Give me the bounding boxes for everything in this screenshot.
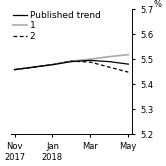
2 <box>51 64 53 66</box>
Published trend <box>51 64 53 66</box>
Published trend <box>13 69 15 71</box>
Legend: Published trend, 1, 2: Published trend, 1, 2 <box>12 10 101 42</box>
2 <box>33 66 35 68</box>
1 <box>127 54 129 56</box>
1 <box>108 56 110 58</box>
Published trend <box>108 61 110 63</box>
1 <box>33 66 35 68</box>
2 <box>70 60 72 62</box>
Published trend <box>70 61 72 63</box>
2 <box>89 61 91 63</box>
Line: 1: 1 <box>14 55 128 70</box>
2 <box>127 71 129 73</box>
Line: Published trend: Published trend <box>14 60 128 70</box>
Published trend <box>127 63 129 65</box>
1 <box>13 69 15 71</box>
1 <box>51 64 53 66</box>
Published trend <box>89 59 91 61</box>
1 <box>70 60 72 62</box>
2 <box>13 69 15 71</box>
Line: 2: 2 <box>14 61 128 72</box>
1 <box>89 58 91 60</box>
Published trend <box>33 66 35 68</box>
2 <box>108 66 110 68</box>
Y-axis label: %: % <box>154 0 162 9</box>
